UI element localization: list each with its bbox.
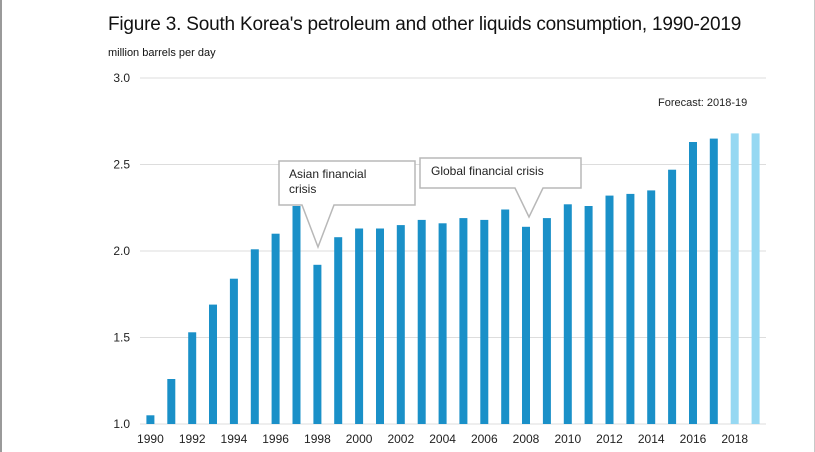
bar-1997 (292, 206, 301, 424)
y-tick-label: 2.0 (113, 244, 130, 258)
bar-2002 (396, 225, 405, 424)
bar-1994 (229, 278, 238, 424)
asian-crisis-label-line2: crisis (289, 182, 316, 196)
bar-2012 (605, 195, 614, 424)
x-tick-label: 2000 (346, 432, 373, 446)
bar-forecast-2019 (751, 133, 760, 424)
bar-2013 (626, 193, 635, 424)
y-axis-ticks: 1.0 1.5 2.0 2.5 3.0 (113, 71, 130, 431)
x-tick-label: 2002 (387, 432, 414, 446)
x-tick-label: 2016 (680, 432, 707, 446)
bar-1990 (146, 415, 155, 424)
forecast-label: Forecast: 2018-19 (658, 97, 748, 109)
bar-2004 (438, 223, 447, 424)
bar-2000 (355, 228, 364, 424)
y-tick-label: 1.0 (113, 417, 130, 431)
bar-1991 (167, 379, 176, 424)
bar-1995 (250, 249, 259, 424)
bar-2011 (584, 206, 593, 424)
asian-crisis-label-line1: Asian financial (289, 167, 366, 181)
bar-2005 (459, 218, 468, 424)
bar-forecast-2018 (730, 133, 739, 424)
bar-2014 (647, 190, 656, 424)
bar-2016 (689, 142, 697, 424)
global-crisis-label: Global financial crisis (431, 164, 544, 178)
x-tick-label: 1990 (137, 432, 164, 446)
bar-2001 (376, 228, 384, 424)
bar-2015 (668, 169, 677, 424)
global-crisis-callout: Global financial crisis (419, 157, 582, 219)
x-tick-label: 2010 (554, 432, 581, 446)
x-tick-label: 2012 (596, 432, 623, 446)
bar-2006 (480, 219, 489, 424)
bar-1992 (188, 332, 197, 424)
global-crisis-callout-box (419, 157, 582, 219)
bar-1998 (313, 264, 322, 424)
bar-2009 (542, 218, 551, 424)
x-axis-ticks: 1990 1992 1994 1996 1998 2000 2002 2004 2006 2008… (137, 432, 748, 446)
chart-title: Figure 3. South Korea's petroleum and ot… (108, 14, 742, 35)
x-tick-label: 1998 (304, 432, 331, 446)
bars (146, 133, 760, 424)
y-axis-unit-label: million barrels per day (108, 47, 216, 59)
x-tick-label: 1992 (179, 432, 206, 446)
asian-crisis-callout: Asian financial crisis (278, 160, 416, 250)
x-tick-label: 1994 (221, 432, 248, 446)
x-tick-label: 2018 (721, 432, 748, 446)
bar-2007 (501, 209, 510, 424)
window-frame-left (0, 0, 2, 452)
x-tick-label: 2014 (638, 432, 665, 446)
x-tick-label: 2006 (471, 432, 498, 446)
bar-2010 (563, 204, 572, 424)
y-tick-label: 2.5 (113, 158, 130, 172)
bar-1993 (209, 304, 217, 424)
bar-1999 (334, 237, 343, 424)
asian-crisis-callout-box (278, 160, 416, 250)
bar-2008 (522, 226, 530, 424)
bar-1996 (271, 233, 280, 424)
y-tick-label: 3.0 (113, 71, 130, 85)
bar-2017 (709, 138, 718, 424)
bar-2003 (417, 219, 426, 424)
x-tick-label: 1996 (262, 432, 289, 446)
y-tick-label: 1.5 (113, 331, 130, 345)
x-tick-label: 2004 (429, 432, 456, 446)
x-tick-label: 2008 (513, 432, 540, 446)
